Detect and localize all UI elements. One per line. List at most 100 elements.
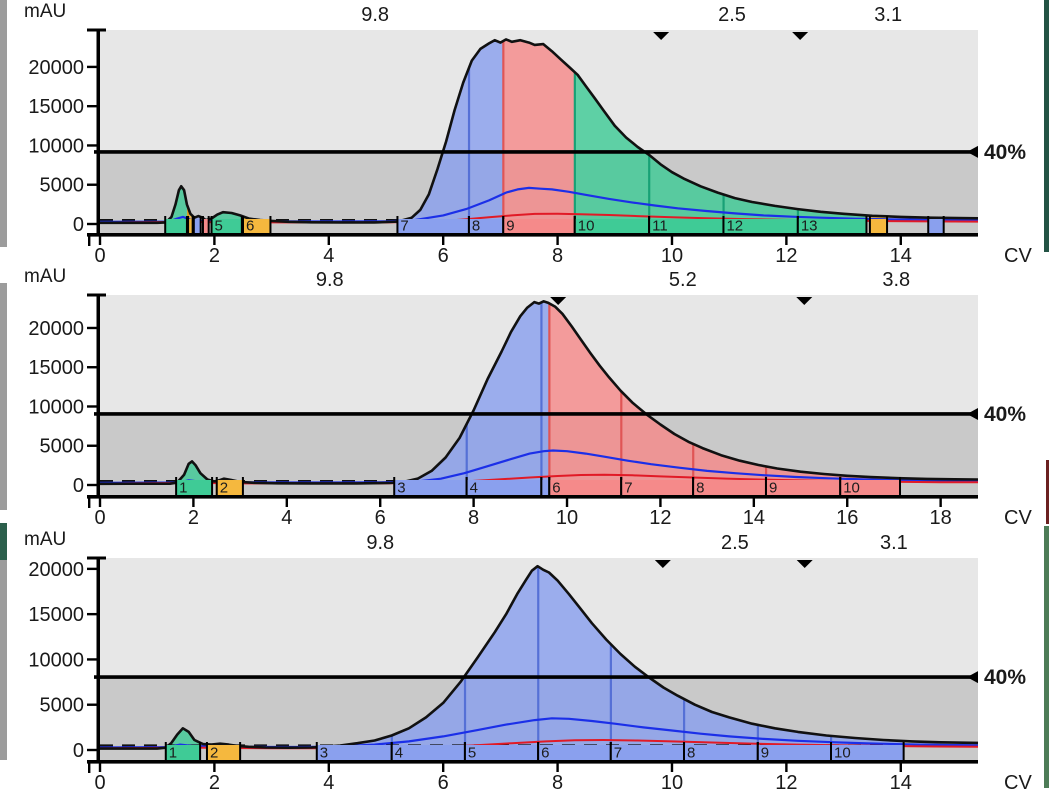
y-tick-label: 5000 [40, 175, 85, 197]
fraction-delimiter [215, 477, 218, 495]
x-axis-end-tick [88, 495, 91, 508]
y-tick-label: 20000 [28, 318, 84, 340]
x-tick-label: 0 [94, 245, 105, 262]
gradient-annotation: 9.8 [361, 4, 389, 26]
x-axis-tick [899, 760, 902, 772]
x-axis-end-tick [88, 233, 91, 246]
gradient-annotation: 3.1 [880, 532, 908, 554]
y-tick-label: 0 [73, 475, 84, 497]
x-tick-label: 10 [556, 507, 578, 524]
fraction-box [797, 219, 867, 233]
fraction-box [574, 219, 650, 233]
y-tick-label: 10000 [28, 396, 84, 418]
fraction-delimiter [927, 216, 930, 233]
y-tick-label: 0 [73, 740, 84, 762]
x-axis-tick [213, 233, 216, 245]
left-edge-strip [0, 0, 7, 247]
x-axis-tick [565, 495, 569, 507]
x-axis-tick [441, 233, 445, 245]
y-axis-tick [87, 748, 97, 752]
y-axis-line [96, 558, 100, 760]
uv1-main-curve [100, 564, 979, 750]
y-axis-line [96, 30, 100, 233]
y-axis-tick [87, 326, 97, 330]
y-tick-label: 15000 [28, 604, 84, 626]
x-axis-line [87, 495, 978, 499]
x-axis-tick [899, 233, 902, 245]
fraction-number: 3 [397, 480, 405, 497]
right-edge-strip [1046, 460, 1049, 524]
fraction-number: 6 [541, 745, 549, 762]
fraction-box [541, 480, 550, 495]
fraction-delimiter [902, 742, 905, 760]
y-axis-tick [87, 567, 97, 571]
x-axis-tick [785, 760, 788, 772]
x-axis-tick [192, 495, 195, 507]
fraction-number: 1 [179, 480, 187, 497]
fraction-delimiter [682, 742, 685, 760]
y-axis-tick [87, 65, 97, 69]
y-axis-top-tick [87, 556, 106, 560]
fraction-number: 10 [843, 480, 860, 497]
event-marker-triangle-icon [654, 560, 671, 568]
fraction-delimiter [865, 216, 868, 233]
y-tick-label: 15000 [28, 96, 84, 118]
y-axis-tick [87, 703, 97, 706]
fraction-delimiter [239, 742, 242, 760]
fraction-box [723, 219, 798, 233]
fraction-delimiter [393, 477, 396, 495]
fraction-box [928, 219, 944, 233]
fraction-delimiter [396, 216, 399, 233]
y-tick-label: 15000 [28, 357, 84, 379]
x-axis-tick [556, 233, 559, 245]
fraction-box [549, 480, 622, 495]
fraction-box [765, 480, 841, 495]
y-axis-top-tick [87, 28, 106, 32]
fraction-box [397, 219, 469, 233]
fraction-delimiter [269, 216, 272, 233]
concentration-label: 40% [984, 403, 1026, 426]
x-tick-label: 2 [209, 772, 220, 792]
fraction-box [165, 745, 201, 760]
x-tick-label: 12 [775, 772, 797, 792]
fraction-delimiter [199, 742, 202, 760]
x-tick-label: 6 [438, 245, 449, 262]
x-tick-label: 4 [281, 507, 292, 524]
gradient-annotation: 5.2 [669, 269, 697, 291]
fraction-divider-line [620, 301, 623, 495]
fraction-delimiter [241, 216, 244, 233]
x-axis-tick [752, 495, 756, 507]
fraction-delimiter [467, 216, 470, 233]
fraction-delimiter [210, 216, 213, 233]
y-axis-tick [87, 405, 97, 408]
fraction-box [188, 219, 193, 233]
y-axis-tick [87, 444, 97, 447]
x-tick-label: 2 [209, 245, 220, 262]
x-axis-line [87, 233, 978, 237]
pool-area-blue [541, 301, 550, 495]
fraction-box [464, 745, 539, 760]
x-axis-tick [846, 495, 849, 507]
fraction-delimiter [187, 216, 190, 233]
fraction-number: 9 [761, 745, 769, 762]
fraction-divider-line [609, 566, 612, 760]
x-tick-label: 0 [94, 507, 105, 524]
fraction-box [316, 745, 392, 760]
fraction-delimiter [609, 742, 612, 760]
fraction-number: 2 [220, 480, 228, 497]
y-tick-label: 0 [73, 214, 84, 236]
x-axis-title: CV [1004, 772, 1032, 792]
fraction-delimiter [868, 216, 871, 233]
fraction-delimiter [502, 216, 505, 233]
concentration-line-arrowhead [967, 145, 978, 158]
pool-area-red [503, 39, 575, 233]
fraction-number: 13 [801, 218, 818, 235]
x-axis-tick [213, 760, 216, 772]
gradient-annotation: 9.8 [316, 269, 344, 291]
y-axis-tick [87, 183, 97, 186]
fraction-delimiter [175, 477, 178, 495]
gradient-annotation: 3.8 [882, 269, 910, 291]
x-axis-tick [670, 233, 674, 245]
fraction-box [176, 480, 213, 495]
fraction-divider-line [573, 39, 576, 233]
